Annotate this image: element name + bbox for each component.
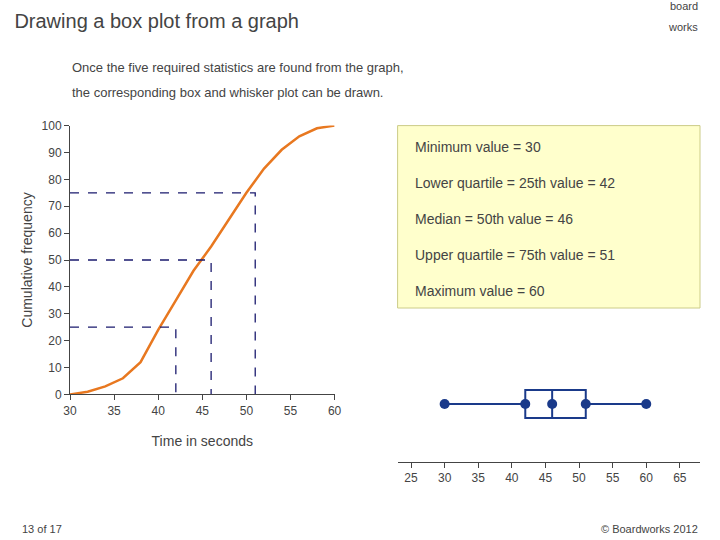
- svg-text:40: 40: [505, 471, 519, 485]
- svg-text:Upper quartile = 75th value =: Upper quartile = 75th value = 51: [415, 247, 615, 263]
- svg-text:board: board: [670, 0, 698, 12]
- svg-text:10: 10: [48, 361, 62, 375]
- svg-text:Cumulative frequency: Cumulative frequency: [19, 192, 35, 327]
- svg-text:90: 90: [48, 146, 62, 160]
- svg-text:40: 40: [48, 280, 62, 294]
- svg-text:works: works: [668, 21, 698, 33]
- svg-text:Minimum value = 30: Minimum value = 30: [415, 139, 541, 155]
- svg-text:45: 45: [539, 471, 553, 485]
- svg-text:50: 50: [572, 471, 586, 485]
- svg-text:30: 30: [438, 471, 452, 485]
- svg-text:20: 20: [48, 334, 62, 348]
- svg-text:40: 40: [152, 404, 166, 418]
- svg-text:80: 80: [48, 173, 62, 187]
- svg-text:55: 55: [284, 404, 298, 418]
- svg-text:30: 30: [48, 307, 62, 321]
- svg-text:60: 60: [48, 226, 62, 240]
- svg-text:55: 55: [606, 471, 620, 485]
- svg-text:70: 70: [48, 199, 62, 213]
- svg-text:60: 60: [640, 471, 654, 485]
- svg-text:45: 45: [196, 404, 210, 418]
- svg-text:50: 50: [240, 404, 254, 418]
- svg-text:13 of 17: 13 of 17: [22, 523, 62, 535]
- svg-text:Lower quartile = 25th value =: Lower quartile = 25th value = 42: [415, 175, 615, 191]
- svg-text:25: 25: [404, 471, 418, 485]
- svg-text:35: 35: [472, 471, 486, 485]
- svg-text:65: 65: [673, 471, 687, 485]
- svg-text:Drawing a box plot from a grap: Drawing a box plot from a graph: [14, 10, 299, 32]
- svg-text:30: 30: [63, 404, 77, 418]
- svg-text:Maximum value = 60: Maximum value = 60: [415, 283, 545, 299]
- svg-text:100: 100: [42, 119, 62, 133]
- svg-text:60: 60: [328, 404, 342, 418]
- svg-text:0: 0: [55, 388, 62, 402]
- svg-text:50: 50: [48, 253, 62, 267]
- svg-text:35: 35: [107, 404, 121, 418]
- svg-text:the corresponding box and whis: the corresponding box and whisker plot c…: [72, 85, 383, 100]
- svg-text:Once the five required statist: Once the five required statistics are fo…: [72, 60, 404, 75]
- svg-text:© Boardworks 2012: © Boardworks 2012: [601, 523, 698, 535]
- svg-text:Time in seconds: Time in seconds: [152, 433, 253, 449]
- svg-text:Median = 50th value = 46: Median = 50th value = 46: [415, 211, 573, 227]
